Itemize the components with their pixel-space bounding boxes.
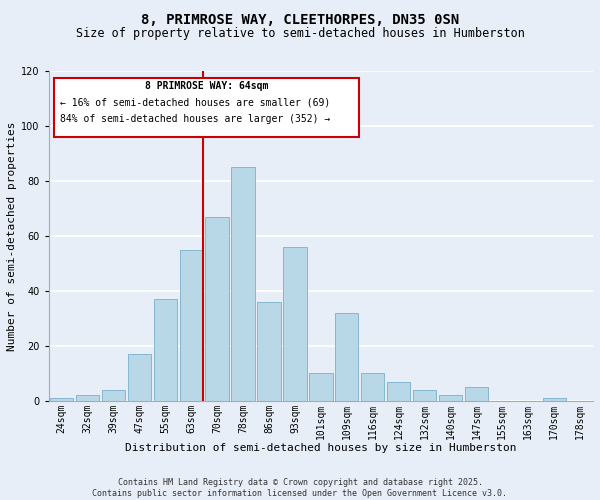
Bar [387, 382, 410, 401]
Bar [179, 250, 203, 401]
Bar [361, 374, 385, 401]
Bar [205, 216, 229, 401]
Text: 84% of semi-detached houses are larger (352) →: 84% of semi-detached houses are larger (… [59, 114, 330, 124]
Bar [102, 390, 125, 401]
Text: 8, PRIMROSE WAY, CLEETHORPES, DN35 0SN: 8, PRIMROSE WAY, CLEETHORPES, DN35 0SN [141, 12, 459, 26]
FancyBboxPatch shape [54, 78, 359, 137]
Bar [50, 398, 73, 401]
Bar [335, 313, 358, 401]
Bar [309, 374, 332, 401]
Bar [154, 299, 177, 401]
X-axis label: Distribution of semi-detached houses by size in Humberston: Distribution of semi-detached houses by … [125, 443, 517, 453]
Text: 8 PRIMROSE WAY: 64sqm: 8 PRIMROSE WAY: 64sqm [145, 81, 268, 91]
Bar [232, 167, 255, 401]
Text: ← 16% of semi-detached houses are smaller (69): ← 16% of semi-detached houses are smalle… [59, 98, 330, 108]
Text: Size of property relative to semi-detached houses in Humberston: Size of property relative to semi-detach… [76, 28, 524, 40]
Bar [257, 302, 281, 401]
Text: Contains HM Land Registry data © Crown copyright and database right 2025.
Contai: Contains HM Land Registry data © Crown c… [92, 478, 508, 498]
Bar [542, 398, 566, 401]
Bar [283, 247, 307, 401]
Bar [439, 396, 462, 401]
Bar [76, 396, 99, 401]
Bar [413, 390, 436, 401]
Y-axis label: Number of semi-detached properties: Number of semi-detached properties [7, 121, 17, 350]
Bar [465, 387, 488, 401]
Bar [128, 354, 151, 401]
